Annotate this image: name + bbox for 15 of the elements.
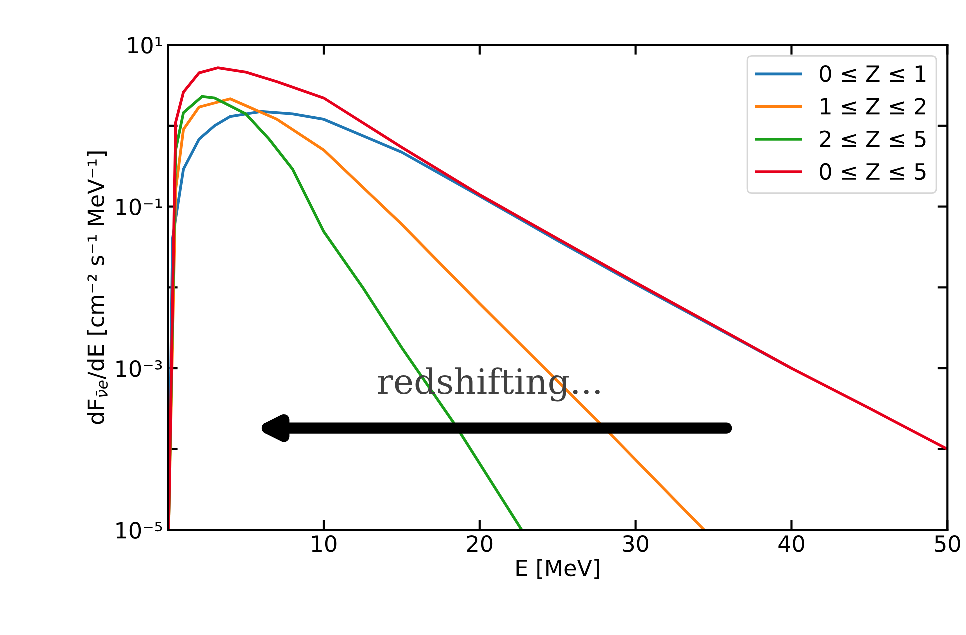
x-tick-label: 50 — [935, 535, 960, 552]
y-tick-label: 10⁻³ — [116, 360, 162, 378]
legend-label: 0 ≤ Z ≤ 1 — [820, 65, 926, 82]
legend-label: 1 ≤ Z ≤ 2 — [821, 98, 926, 115]
x-axis-title: E [MeV] — [516, 559, 600, 580]
x-tick-label: 10 — [312, 535, 337, 552]
legend-label: 0 ≤ Z ≤ 5 — [820, 163, 926, 180]
x-tick-label: 30 — [623, 535, 648, 552]
y-tick-label: 10⁻⁵ — [116, 522, 162, 539]
y-axis-title: dF$_{ν̄e}$/dE [cm⁻² s⁻¹ MeV⁻¹] — [87, 152, 108, 424]
legend-label: 2 ≤ Z ≤ 5 — [820, 130, 926, 148]
y-tick-label: 10⁻¹ — [116, 198, 162, 216]
x-tick-label: 20 — [467, 535, 493, 552]
x-tick-label: 40 — [778, 535, 804, 552]
y-tick-label: 10¹ — [128, 37, 162, 54]
